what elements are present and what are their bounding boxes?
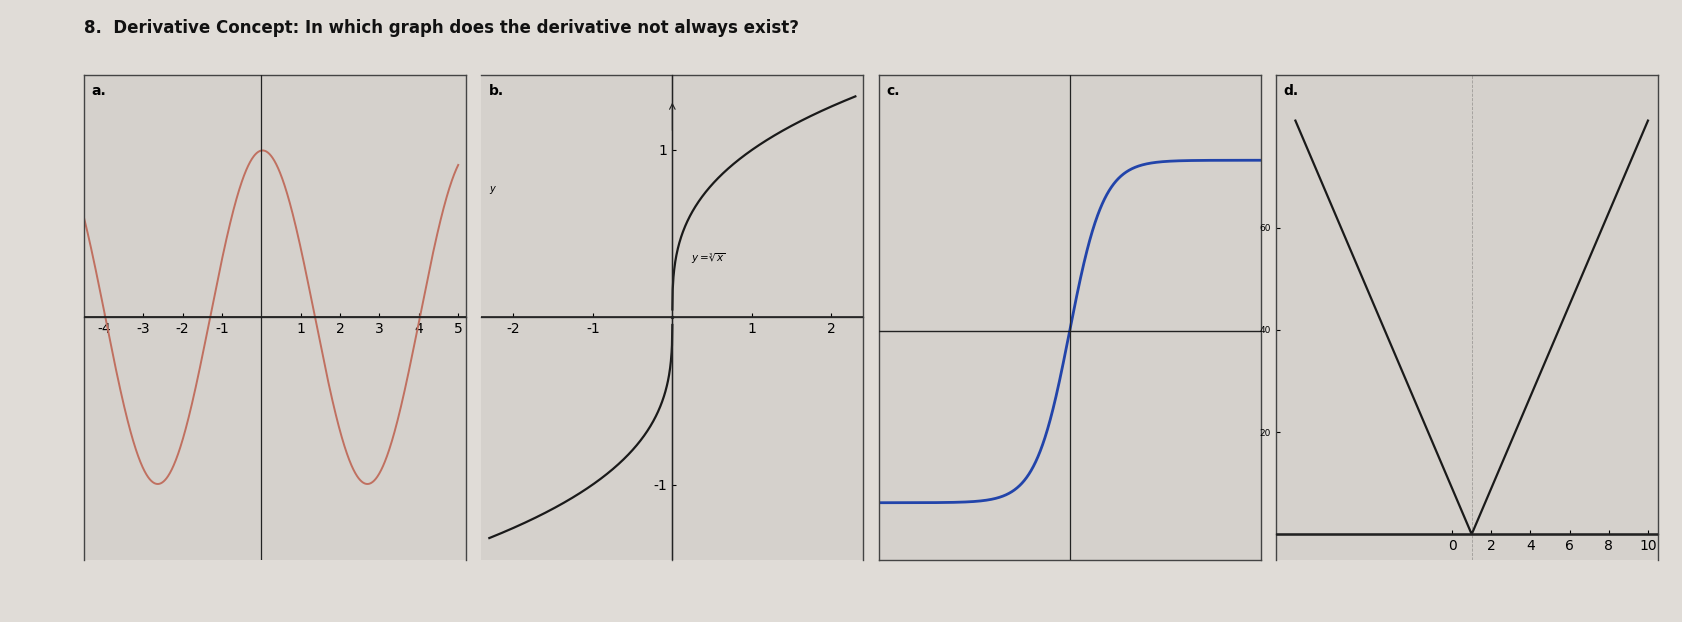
Text: d.: d.	[1283, 85, 1299, 98]
Text: c.: c.	[886, 85, 900, 98]
Text: $y=\!\sqrt[3]{x}$: $y=\!\sqrt[3]{x}$	[691, 251, 725, 266]
Text: b.: b.	[489, 85, 505, 98]
Text: $y$: $y$	[489, 184, 496, 196]
Text: 8.  Derivative Concept: In which graph does the derivative not always exist?: 8. Derivative Concept: In which graph do…	[84, 19, 799, 37]
Text: a.: a.	[93, 85, 106, 98]
